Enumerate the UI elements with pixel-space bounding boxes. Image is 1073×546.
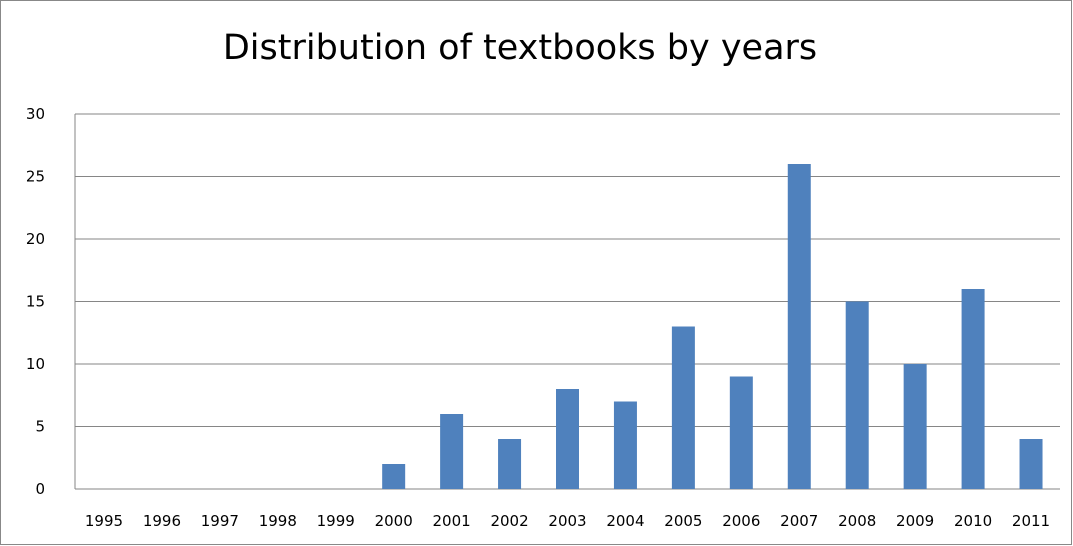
x-tick-label-2011: 2011 (1012, 512, 1050, 530)
x-tick-label-2004: 2004 (606, 512, 644, 530)
x-tick-label-2003: 2003 (548, 512, 586, 530)
x-tick-label-1996: 1996 (143, 512, 181, 530)
chart-title: Distribution of textbooks by years (222, 28, 818, 68)
bar-2002 (498, 439, 522, 489)
bar-2001 (440, 414, 464, 489)
x-tick-label-1995: 1995 (85, 512, 123, 530)
bar-2000 (382, 464, 406, 489)
x-tick-label-2007: 2007 (780, 512, 818, 530)
bar-2010 (961, 289, 985, 489)
x-tick-label-2009: 2009 (896, 512, 934, 530)
bar-2004 (613, 401, 637, 489)
y-tick-label-10: 10 (26, 355, 45, 373)
x-tick-label-2010: 2010 (954, 512, 992, 530)
x-tick-label-1997: 1997 (201, 512, 239, 530)
x-tick-label-2002: 2002 (490, 512, 528, 530)
bar-2003 (556, 389, 579, 489)
x-tick-label-1999: 1999 (317, 512, 355, 530)
x-tick-label-2001: 2001 (433, 512, 471, 530)
x-tick-label-2006: 2006 (722, 512, 760, 530)
x-tick-label-2005: 2005 (664, 512, 702, 530)
y-tick-label-20: 20 (26, 230, 45, 248)
bar-2008 (845, 301, 869, 489)
x-tick-label-2000: 2000 (375, 512, 413, 530)
bar-2006 (729, 376, 753, 489)
bar-2007 (787, 164, 811, 489)
bar-2005 (671, 326, 695, 489)
bar-2011 (1019, 439, 1043, 489)
x-tick-label-1998: 1998 (259, 512, 297, 530)
bar-2009 (903, 364, 927, 489)
y-tick-label-0: 0 (35, 480, 45, 498)
x-tick-label-2008: 2008 (838, 512, 876, 530)
y-tick-label-5: 5 (35, 418, 45, 436)
y-tick-label-30: 30 (26, 105, 45, 123)
y-tick-label-15: 15 (26, 293, 45, 311)
y-tick-label-25: 25 (26, 168, 45, 186)
